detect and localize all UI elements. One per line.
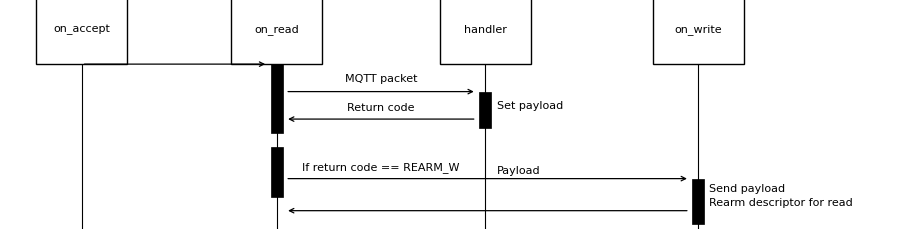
Text: on_write: on_write [675,24,722,35]
Bar [231,0,322,64]
Text: on_accept: on_accept [54,25,110,35]
Bar [480,92,492,128]
Text: If return code == REARM_W: If return code == REARM_W [302,162,460,173]
Bar [693,179,705,224]
Text: Return code: Return code [347,103,414,113]
Bar [36,0,127,64]
Text: handler: handler [463,25,507,35]
Bar [653,0,744,64]
Text: Payload: Payload [497,166,541,176]
Bar [440,0,531,64]
Text: Set payload: Set payload [497,101,563,112]
Bar [270,64,282,133]
Text: Rearm descriptor for read: Rearm descriptor for read [709,198,853,208]
Text: MQTT packet: MQTT packet [345,74,417,84]
Bar [270,147,282,197]
Text: Send payload: Send payload [709,184,785,194]
Text: on_read: on_read [254,24,299,35]
